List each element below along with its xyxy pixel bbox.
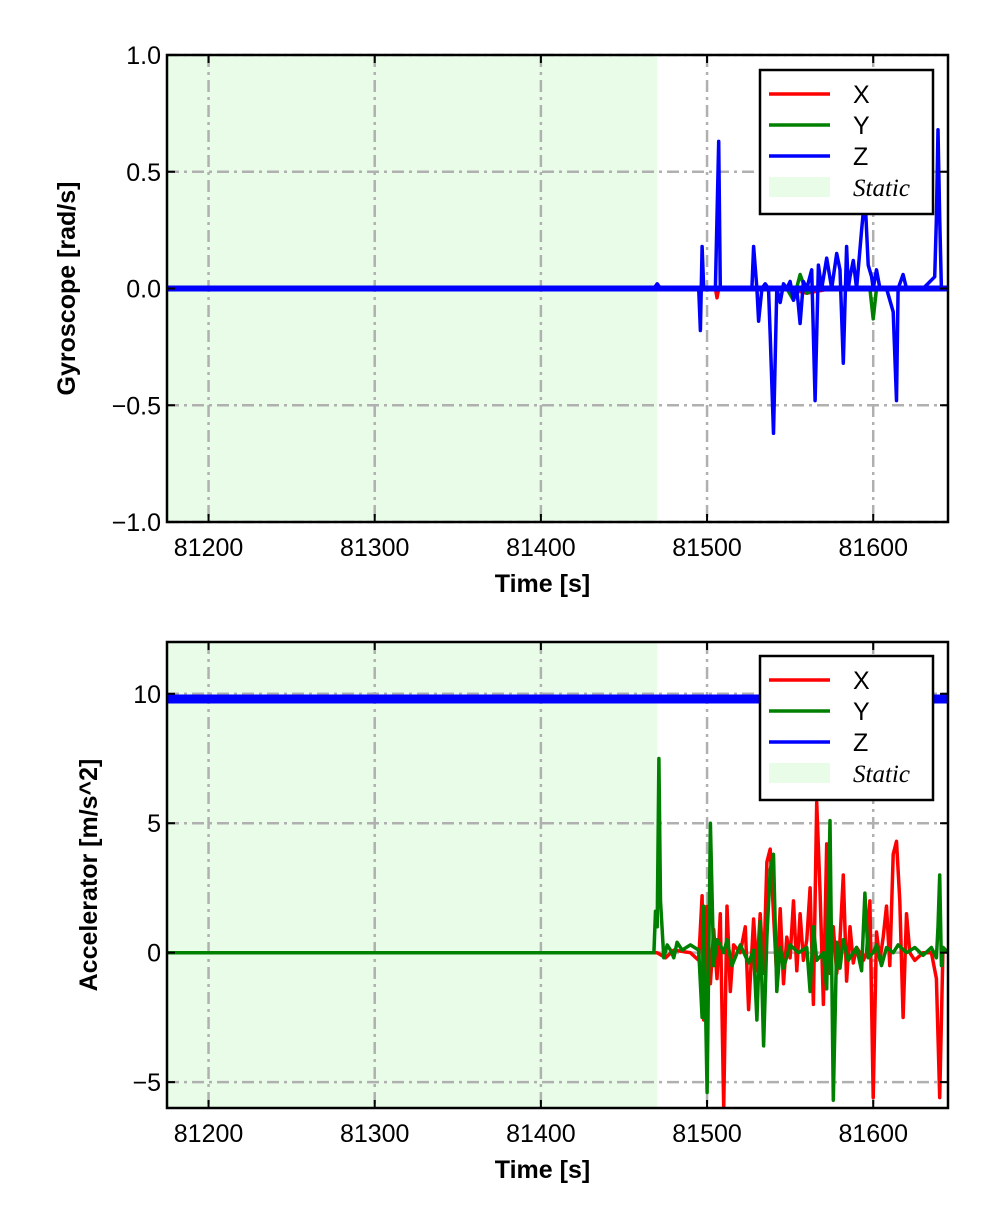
legend-label-x: X <box>853 81 870 109</box>
x-axis-label: Time [s] <box>495 1156 590 1184</box>
x-tick-label: 81300 <box>340 1120 410 1148</box>
y-axis-label: Accelerator [m/s^2] <box>75 759 103 992</box>
y-tick-label: −5 <box>132 1069 161 1097</box>
x-tick-label: 81500 <box>672 534 742 562</box>
y-tick-label: 0 <box>147 940 161 968</box>
y-tick-label: 10 <box>133 681 161 709</box>
x-tick-label: 81600 <box>838 1120 908 1148</box>
x-tick-label: 81500 <box>672 1120 742 1148</box>
legend-label-z: Z <box>853 143 868 171</box>
legend-label-y: Y <box>853 698 870 726</box>
x-axis-label: Time [s] <box>495 570 590 598</box>
y-tick-label: 0.5 <box>126 159 161 187</box>
legend-swatch-static <box>769 177 830 197</box>
series-line-x <box>167 800 948 1108</box>
legend-label-static: Static <box>853 175 910 202</box>
legend-label-x: X <box>853 667 870 695</box>
legend-label-z: Z <box>853 729 868 757</box>
x-tick-label: 81400 <box>506 534 576 562</box>
series-line-y <box>167 756 948 1102</box>
y-axis-label: Gyroscope [rad/s] <box>53 182 81 396</box>
legend: XYZ Static <box>758 68 935 216</box>
legend: XYZ Static <box>758 654 935 802</box>
x-tick-label: 81600 <box>838 534 908 562</box>
static-region <box>167 642 658 1108</box>
chart-panel-1: 81200 81300 81400 81500 81600 1.0 0.5 0.0 −0.5 −1… <box>53 42 950 598</box>
y-tick-label: −1.0 <box>112 509 161 537</box>
x-tick-label: 81400 <box>506 1120 576 1148</box>
y-tick-label: −0.5 <box>112 392 161 420</box>
chart-panel-2: 81200 81300 81400 81500 81600 10 5 0 −5 Time [s] A… <box>75 640 950 1184</box>
x-tick-label: 81200 <box>174 1120 244 1148</box>
y-tick-label: 1.0 <box>126 42 161 70</box>
legend-label-static: Static <box>853 761 910 788</box>
plot-area <box>167 127 948 436</box>
legend-swatch-static <box>769 763 830 783</box>
y-tick-label: 0.0 <box>126 276 161 304</box>
y-tick-label: 5 <box>147 810 161 838</box>
x-tick-label: 81300 <box>340 534 410 562</box>
axes-frame <box>165 640 950 1110</box>
legend-label-y: Y <box>853 112 870 140</box>
x-tick-label: 81200 <box>174 534 244 562</box>
